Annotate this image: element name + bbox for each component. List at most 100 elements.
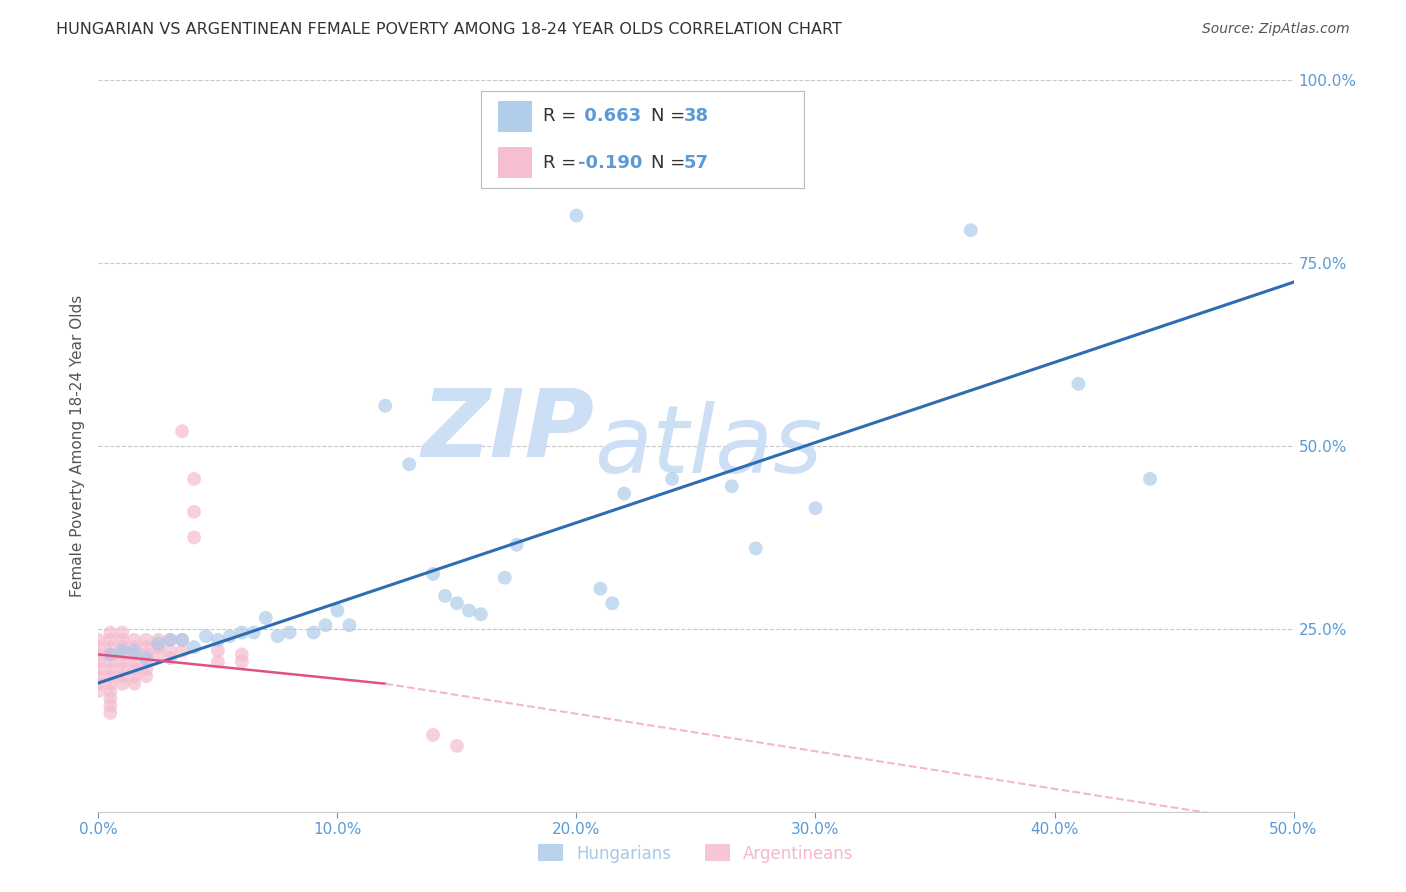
Point — [231, 625, 253, 640]
Point — [148, 648, 170, 662]
Point — [98, 662, 122, 676]
Point — [589, 582, 612, 596]
Point — [135, 632, 157, 647]
Point — [135, 662, 157, 676]
Point — [195, 629, 218, 643]
Point — [470, 607, 492, 622]
Point — [111, 625, 134, 640]
Text: Source: ZipAtlas.com: Source: ZipAtlas.com — [1202, 22, 1350, 37]
Point — [159, 651, 181, 665]
Text: -0.190: -0.190 — [578, 153, 643, 171]
Point — [183, 472, 205, 486]
Text: R =: R = — [543, 107, 582, 126]
Point — [254, 611, 277, 625]
Point — [111, 676, 134, 690]
Legend: Hungarians, Argentineans: Hungarians, Argentineans — [531, 838, 860, 869]
Point — [183, 505, 205, 519]
Text: N =: N = — [651, 153, 692, 171]
Text: HUNGARIAN VS ARGENTINEAN FEMALE POVERTY AMONG 18-24 YEAR OLDS CORRELATION CHART: HUNGARIAN VS ARGENTINEAN FEMALE POVERTY … — [56, 22, 842, 37]
Point — [111, 640, 134, 655]
Point — [111, 644, 134, 658]
Point — [111, 662, 134, 676]
Point — [98, 632, 122, 647]
Point — [183, 530, 205, 544]
Point — [172, 632, 194, 647]
Point — [135, 640, 157, 655]
Text: 38: 38 — [683, 107, 709, 126]
Y-axis label: Female Poverty Among 18-24 Year Olds: Female Poverty Among 18-24 Year Olds — [69, 295, 84, 597]
Point — [243, 625, 266, 640]
Text: N =: N = — [651, 107, 692, 126]
Point — [98, 648, 122, 662]
Point — [98, 676, 122, 690]
Point — [494, 571, 516, 585]
Point — [613, 486, 636, 500]
Point — [446, 739, 468, 753]
Point — [135, 655, 157, 669]
Point — [1139, 472, 1161, 486]
Text: R =: R = — [543, 153, 582, 171]
Point — [219, 629, 242, 643]
Point — [124, 644, 146, 658]
Point — [267, 629, 290, 643]
Point — [278, 625, 301, 640]
Point — [135, 648, 157, 662]
Point — [124, 648, 146, 662]
Point — [183, 640, 205, 655]
Point — [98, 669, 122, 683]
Point — [458, 603, 481, 617]
Point — [87, 655, 110, 669]
Point — [326, 603, 349, 617]
Point — [98, 691, 122, 706]
Point — [111, 648, 134, 662]
Point — [506, 538, 529, 552]
Point — [98, 640, 122, 655]
Point — [565, 209, 588, 223]
Point — [661, 472, 683, 486]
Point — [434, 589, 457, 603]
Point — [87, 640, 110, 655]
Point — [172, 632, 194, 647]
Point — [172, 644, 194, 658]
Point — [87, 662, 110, 676]
Point — [124, 662, 146, 676]
Point — [339, 618, 361, 632]
Point — [148, 632, 170, 647]
Point — [172, 425, 194, 439]
Point — [98, 648, 122, 662]
Point — [148, 640, 170, 655]
Point — [398, 457, 420, 471]
Point — [98, 625, 122, 640]
Point — [124, 640, 146, 655]
Point — [135, 669, 157, 683]
Point — [231, 648, 253, 662]
Point — [721, 479, 744, 493]
Point — [98, 684, 122, 698]
Point — [111, 632, 134, 647]
Point — [422, 728, 444, 742]
Point — [207, 632, 229, 647]
Point — [745, 541, 768, 556]
Point — [207, 655, 229, 669]
Point — [87, 676, 110, 690]
Point — [124, 669, 146, 683]
Point — [1067, 376, 1090, 391]
Point — [124, 655, 146, 669]
Point — [124, 632, 146, 647]
Point — [159, 632, 181, 647]
Text: atlas: atlas — [595, 401, 823, 491]
Point — [207, 644, 229, 658]
Point — [87, 669, 110, 683]
Point — [98, 698, 122, 713]
Point — [135, 651, 157, 665]
Point — [231, 655, 253, 669]
Point — [804, 501, 827, 516]
Point — [98, 655, 122, 669]
Text: ZIP: ZIP — [422, 385, 595, 477]
Point — [446, 596, 468, 610]
Point — [111, 655, 134, 669]
Point — [111, 669, 134, 683]
Point — [602, 596, 624, 610]
Point — [148, 636, 170, 650]
Point — [159, 644, 181, 658]
